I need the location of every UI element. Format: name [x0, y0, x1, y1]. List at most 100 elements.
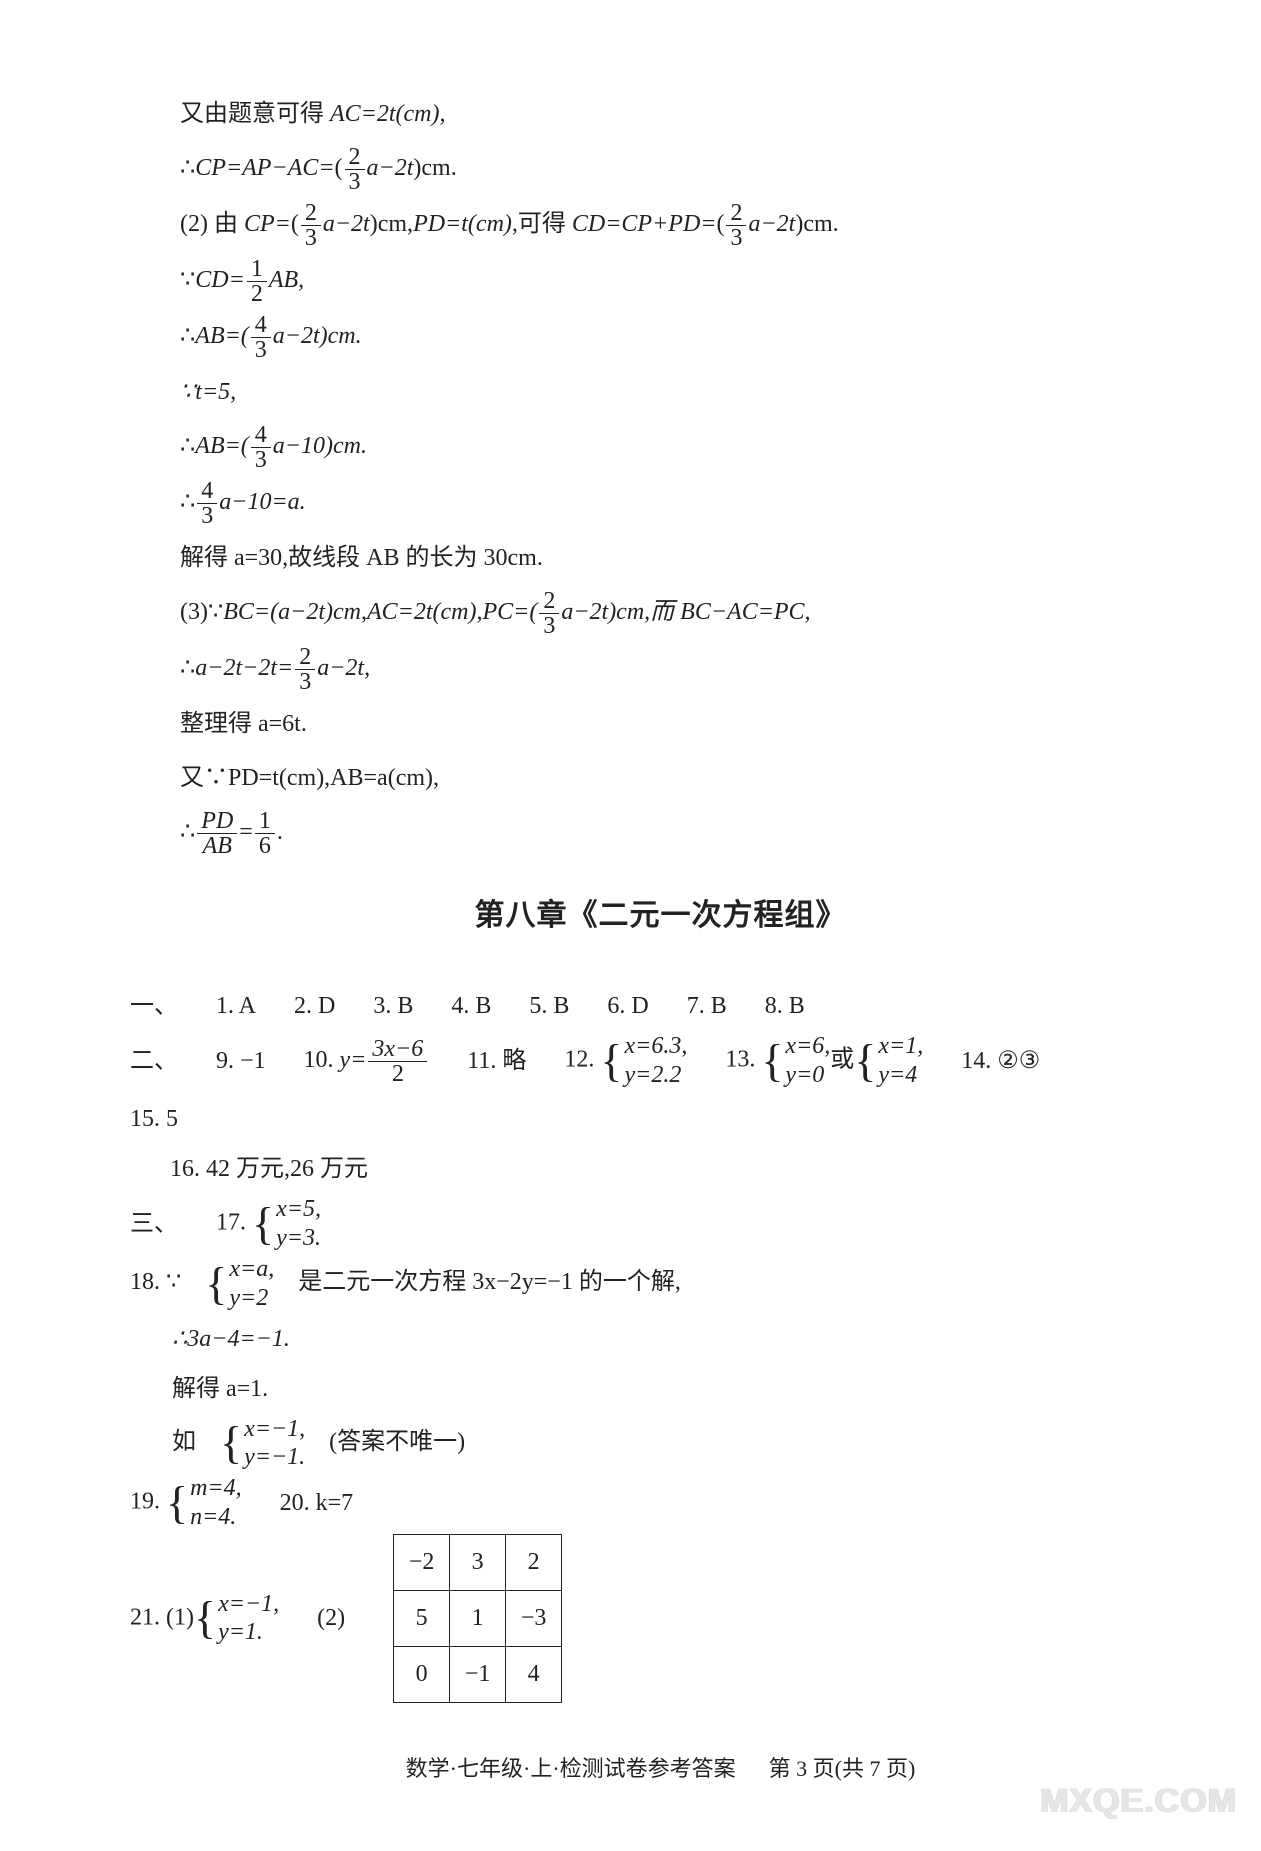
text: (2) 由	[180, 211, 244, 237]
fraction: 43	[197, 479, 217, 528]
ans-item: 15. 5	[130, 1095, 178, 1143]
fraction: 43	[251, 423, 271, 472]
brace-system: {x=6.3,y=2.2	[600, 1032, 687, 1090]
fraction: 43	[251, 313, 271, 362]
fraction: 3x−62	[368, 1037, 427, 1086]
text: cm.	[803, 211, 838, 237]
brace-system: {x=−1,y=−1.	[220, 1415, 305, 1473]
table-row: −2 3 2	[394, 1534, 562, 1590]
answers-sec1: 一、 1. A 2. D 3. B 4. B 5. B 6. D 7. B 8.…	[130, 982, 1141, 1030]
line-14: ∴PDAB=16.	[180, 808, 1141, 858]
brace-system: {x=1,y=4	[854, 1032, 923, 1090]
ans-item: 1. A	[216, 982, 256, 1030]
sec-prefix: 三、	[130, 1200, 178, 1248]
brace-system: {m=4,n=4.	[166, 1474, 242, 1532]
table-cell: 5	[394, 1590, 450, 1646]
ans-item: 7. B	[687, 982, 727, 1030]
expr: a−2t)cm,而 BC−AC=PC,	[561, 599, 810, 625]
text: 解得 a=30,故线段 AB 的长为 30cm.	[180, 545, 543, 571]
ans-item: 21. (1){x=−1,y=1.	[130, 1590, 279, 1648]
fraction: 23	[295, 645, 315, 694]
table-cell: −3	[506, 1590, 562, 1646]
line-8: ∴43a−10=a.	[180, 478, 1141, 528]
ans-item: 9. −1	[216, 1037, 266, 1085]
expr: AB,	[269, 267, 304, 293]
ans-item: 3. B	[373, 982, 413, 1030]
fraction: PDAB	[197, 809, 237, 858]
ans-item: 11. 略	[467, 1037, 526, 1085]
expr: AC=2t(cm),	[330, 101, 446, 127]
table-cell: −2	[394, 1534, 450, 1590]
fraction: 23	[301, 201, 321, 250]
therefore: ∴	[180, 655, 195, 681]
table-cell: 0	[394, 1646, 450, 1702]
therefore: ∴	[180, 323, 195, 349]
line-2: ∴CP=AP−AC=(23a−2t)cm.	[180, 144, 1141, 194]
expr: a−2t)cm.	[273, 323, 362, 349]
ans-item: 5. B	[529, 982, 569, 1030]
footer-right: 第 3 页(共 7 页)	[769, 1756, 916, 1781]
text: 又∵PD=t(cm),AB=a(cm),	[180, 765, 439, 791]
table-cell: −1	[450, 1646, 506, 1702]
sec-prefix: 一、	[130, 982, 178, 1030]
answer-table: −2 3 2 5 1 −3 0 −1 4	[393, 1534, 562, 1703]
ans-item: 10. y=3x−62	[304, 1036, 430, 1086]
answers-q16: 16. 42 万元,26 万元	[170, 1145, 1141, 1193]
brace-system: {x=6,y=0	[761, 1032, 830, 1090]
answers-q19-20: 19. {m=4,n=4. 20. k=7	[130, 1474, 1141, 1532]
ans-item: 14. ②③	[961, 1037, 1040, 1085]
ans-item: 20. k=7	[280, 1479, 354, 1527]
expr: PD=t(cm),	[413, 211, 518, 237]
ans-item: 13. {x=6,y=0或{x=1,y=4	[725, 1032, 923, 1090]
line-9: 解得 a=30,故线段 AB 的长为 30cm.	[180, 534, 1141, 582]
ans-item: 16. 42 万元,26 万元	[170, 1156, 368, 1182]
line-3: (2) 由 CP=(23a−2t)cm,PD=t(cm),可得 CD=CP+PD…	[180, 200, 1141, 250]
table-cell: 3	[450, 1534, 506, 1590]
line-6: ∵t=5,	[180, 368, 1141, 416]
expr: a−10=a.	[219, 489, 305, 515]
unit: cm.	[421, 155, 456, 181]
ans-item: 8. B	[765, 982, 805, 1030]
text: 可得	[518, 211, 572, 237]
answers-q18b: ∴3a−4=−1.	[130, 1315, 1141, 1363]
expr: a−2t,	[317, 655, 370, 681]
ans-item: 17. {x=5,y=3.	[216, 1195, 321, 1253]
section-title: 第八章《二元一次方程组》	[180, 886, 1141, 946]
therefore: ∴	[180, 819, 195, 845]
ans-item: 19. {m=4,n=4.	[130, 1474, 242, 1532]
line-10: (3)∵BC=(a−2t)cm,AC=2t(cm),PC=(23a−2t)cm,…	[180, 588, 1141, 638]
fraction: 23	[726, 201, 746, 250]
text: (3)∵	[180, 599, 223, 625]
fraction: 16	[255, 809, 275, 858]
answers-q21: 21. (1){x=−1,y=1. (2) −2 3 2 5 1 −3 0 −1…	[130, 1534, 1141, 1703]
expr: CD=CP+PD=	[572, 211, 717, 237]
table-cell: 2	[506, 1534, 562, 1590]
brace-system: {x=−1,y=1.	[194, 1590, 279, 1648]
because: ∵	[180, 267, 195, 293]
answers-q18d: 如{x=−1,y=−1.(答案不唯一)	[130, 1415, 1141, 1473]
fraction: 12	[247, 257, 267, 306]
ans-item: 4. B	[451, 982, 491, 1030]
expr: AB=(	[195, 433, 249, 459]
expr: ∵t=5,	[180, 379, 236, 405]
expr: a−2t	[748, 211, 795, 237]
table-row: 5 1 −3	[394, 1590, 562, 1646]
line-5: ∴AB=(43a−2t)cm.	[180, 312, 1141, 362]
answers-q18c: 解得 a=1.	[130, 1365, 1141, 1413]
text: .	[277, 819, 283, 845]
answers-q18: 18. ∵{x=a,y=2是二元一次方程 3x−2y=−1 的一个解,	[130, 1255, 1141, 1313]
answers-sec3: 三、 17. {x=5,y=3.	[130, 1195, 1141, 1253]
therefore: ∴	[180, 155, 195, 181]
expr: a−2t−2t=	[195, 655, 293, 681]
expr: CP=	[244, 211, 291, 237]
ans-item: (2)	[317, 1594, 345, 1642]
expr: CD=	[195, 267, 245, 293]
answers-sec2: 二、 9. −1 10. y=3x−62 11. 略 12. {x=6.3,y=…	[130, 1032, 1141, 1144]
expr: BC=(a−2t)cm,AC=2t(cm),PC=(	[223, 599, 537, 625]
ans-item: 6. D	[607, 982, 648, 1030]
table-cell: 4	[506, 1646, 562, 1702]
page: 又由题意可得 AC=2t(cm), ∴CP=AP−AC=(23a−2t)cm. …	[0, 0, 1261, 1851]
line-11: ∴a−2t−2t=23a−2t,	[180, 644, 1141, 694]
ans-item: 2. D	[294, 982, 335, 1030]
expr: AB=(	[195, 323, 249, 349]
